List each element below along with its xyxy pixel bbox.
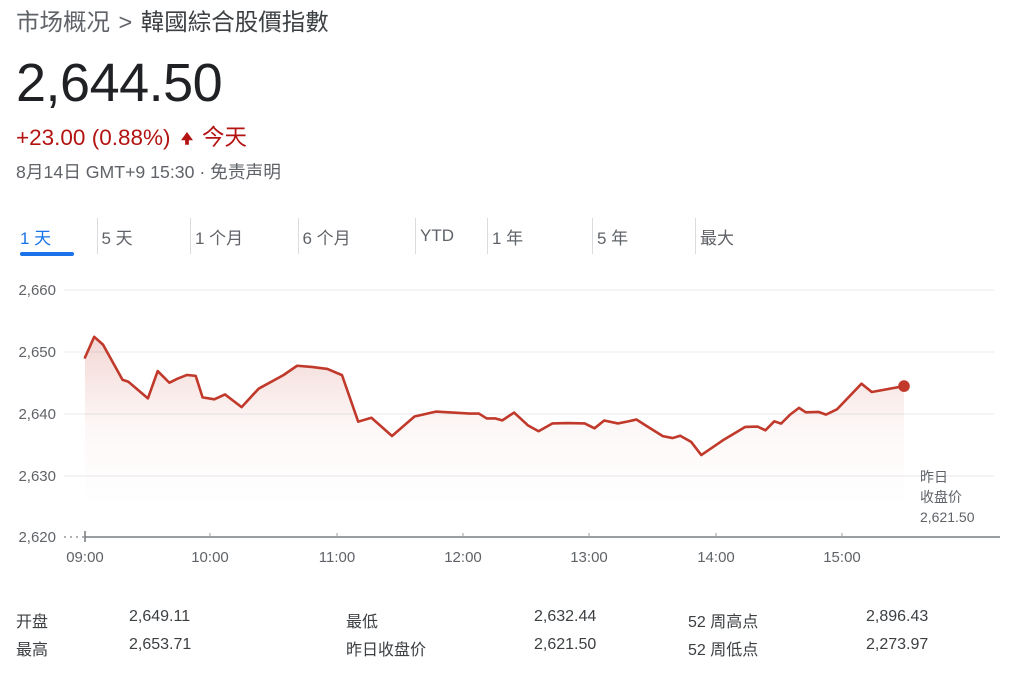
svg-text:昨日: 昨日 — [920, 469, 948, 485]
svg-text:2,621.50: 2,621.50 — [920, 509, 975, 525]
svg-text:11:00: 11:00 — [319, 549, 355, 566]
svg-text:14:00: 14:00 — [697, 549, 735, 566]
svg-text:收盘价: 收盘价 — [920, 489, 962, 505]
svg-text:12:00: 12:00 — [444, 549, 482, 566]
svg-text:2,660: 2,660 — [18, 282, 56, 299]
svg-text:09:00: 09:00 — [66, 549, 104, 566]
svg-text:2,630: 2,630 — [18, 468, 56, 485]
svg-text:2,620: 2,620 — [18, 529, 56, 546]
svg-text:2,650: 2,650 — [18, 344, 56, 361]
svg-text:15:00: 15:00 — [823, 549, 861, 566]
svg-text:13:00: 13:00 — [570, 549, 608, 566]
svg-text:2,640: 2,640 — [18, 406, 56, 423]
svg-text:10:00: 10:00 — [191, 549, 229, 566]
